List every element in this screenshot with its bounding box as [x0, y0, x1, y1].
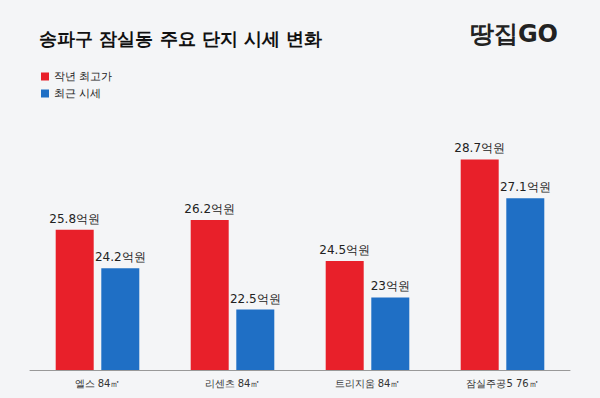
svg-text:땅집GO: 땅집GO — [470, 20, 558, 48]
svg-text:최근 시세: 최근 시세 — [54, 87, 102, 100]
svg-text:트리지움 84㎡: 트리지움 84㎡ — [335, 378, 401, 389]
svg-text:23억원: 23억원 — [371, 279, 410, 293]
svg-text:24.5억원: 24.5억원 — [319, 243, 370, 257]
svg-text:리센츠 84㎡: 리센츠 84㎡ — [205, 378, 261, 389]
svg-text:28.7억원: 28.7억원 — [454, 141, 505, 155]
svg-text:22.5억원: 22.5억원 — [230, 292, 281, 306]
svg-text:25.8억원: 25.8억원 — [49, 212, 100, 226]
svg-text:24.2억원: 24.2억원 — [95, 250, 146, 264]
svg-text:송파구 잠실동 주요 단지 시세 변화: 송파구 잠실동 주요 단지 시세 변화 — [39, 28, 322, 49]
svg-text:엘스 84㎡: 엘스 84㎡ — [75, 378, 121, 389]
svg-text:작년 최고가: 작년 최고가 — [54, 70, 113, 83]
svg-text:잠실주공5 76㎡: 잠실주공5 76㎡ — [466, 378, 538, 389]
svg-text:26.2억원: 26.2억원 — [184, 202, 235, 216]
svg-text:27.1억원: 27.1억원 — [500, 180, 551, 194]
